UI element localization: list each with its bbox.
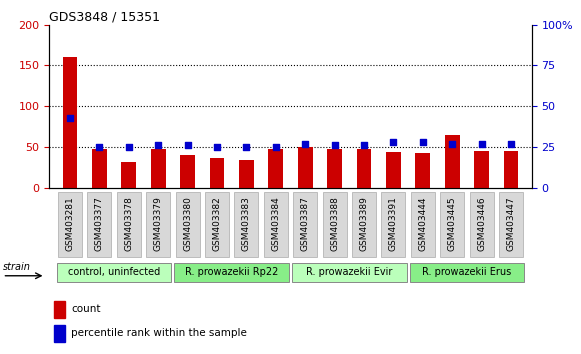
- Point: [507, 141, 516, 147]
- Text: GSM403383: GSM403383: [242, 196, 251, 251]
- FancyBboxPatch shape: [87, 192, 112, 257]
- FancyBboxPatch shape: [293, 192, 317, 257]
- FancyBboxPatch shape: [440, 192, 464, 257]
- Text: GSM403380: GSM403380: [183, 196, 192, 251]
- Bar: [415, 153, 430, 188]
- FancyBboxPatch shape: [175, 192, 200, 257]
- Bar: [54, 325, 65, 342]
- Text: GSM403382: GSM403382: [213, 196, 221, 251]
- FancyBboxPatch shape: [352, 192, 376, 257]
- FancyBboxPatch shape: [410, 263, 524, 282]
- Point: [65, 115, 74, 120]
- Bar: [474, 151, 489, 188]
- FancyBboxPatch shape: [117, 192, 141, 257]
- FancyBboxPatch shape: [234, 192, 259, 257]
- Point: [153, 142, 163, 148]
- Text: GSM403391: GSM403391: [389, 196, 398, 251]
- FancyBboxPatch shape: [292, 263, 407, 282]
- Bar: [121, 162, 136, 188]
- Text: GSM403445: GSM403445: [448, 196, 457, 251]
- Bar: [210, 158, 224, 188]
- Point: [183, 142, 192, 148]
- Text: GSM403444: GSM403444: [418, 196, 427, 251]
- Bar: [239, 160, 254, 188]
- Text: R. prowazekii Erus: R. prowazekii Erus: [422, 267, 511, 277]
- Point: [271, 144, 281, 150]
- Text: R. prowazekii Evir: R. prowazekii Evir: [306, 267, 393, 277]
- FancyBboxPatch shape: [322, 192, 347, 257]
- Text: GSM403446: GSM403446: [477, 196, 486, 251]
- Bar: [445, 135, 460, 188]
- Bar: [327, 149, 342, 188]
- FancyBboxPatch shape: [174, 263, 289, 282]
- Point: [242, 144, 251, 150]
- FancyBboxPatch shape: [381, 192, 406, 257]
- Text: GSM403384: GSM403384: [271, 196, 280, 251]
- Point: [418, 139, 428, 145]
- Text: GDS3848 / 15351: GDS3848 / 15351: [49, 11, 160, 24]
- Text: GSM403388: GSM403388: [330, 196, 339, 251]
- Text: count: count: [71, 304, 101, 314]
- Point: [124, 144, 134, 150]
- Bar: [386, 152, 401, 188]
- Bar: [268, 149, 283, 188]
- Text: strain: strain: [2, 262, 30, 272]
- FancyBboxPatch shape: [264, 192, 288, 257]
- Point: [360, 142, 369, 148]
- Text: R. prowazekii Rp22: R. prowazekii Rp22: [185, 267, 278, 277]
- FancyBboxPatch shape: [469, 192, 494, 257]
- Text: GSM403447: GSM403447: [507, 196, 515, 251]
- FancyBboxPatch shape: [205, 192, 229, 257]
- Point: [477, 141, 486, 147]
- Bar: [63, 57, 77, 188]
- Point: [95, 144, 104, 150]
- Point: [212, 144, 221, 150]
- Point: [300, 141, 310, 147]
- FancyBboxPatch shape: [146, 192, 170, 257]
- FancyBboxPatch shape: [57, 263, 171, 282]
- Point: [330, 142, 339, 148]
- Text: GSM403378: GSM403378: [124, 196, 133, 251]
- Bar: [298, 147, 313, 188]
- Bar: [180, 155, 195, 188]
- Text: GSM403281: GSM403281: [66, 196, 74, 251]
- Text: percentile rank within the sample: percentile rank within the sample: [71, 329, 247, 338]
- Bar: [54, 301, 65, 318]
- Bar: [504, 151, 518, 188]
- Point: [389, 139, 398, 145]
- Text: GSM403387: GSM403387: [301, 196, 310, 251]
- Text: GSM403379: GSM403379: [154, 196, 163, 251]
- Bar: [151, 149, 166, 188]
- Bar: [92, 149, 107, 188]
- FancyBboxPatch shape: [499, 192, 523, 257]
- Text: GSM403377: GSM403377: [95, 196, 104, 251]
- Point: [447, 141, 457, 147]
- Text: GSM403389: GSM403389: [360, 196, 368, 251]
- Text: control, uninfected: control, uninfected: [68, 267, 160, 277]
- Bar: [357, 149, 371, 188]
- FancyBboxPatch shape: [58, 192, 82, 257]
- FancyBboxPatch shape: [411, 192, 435, 257]
